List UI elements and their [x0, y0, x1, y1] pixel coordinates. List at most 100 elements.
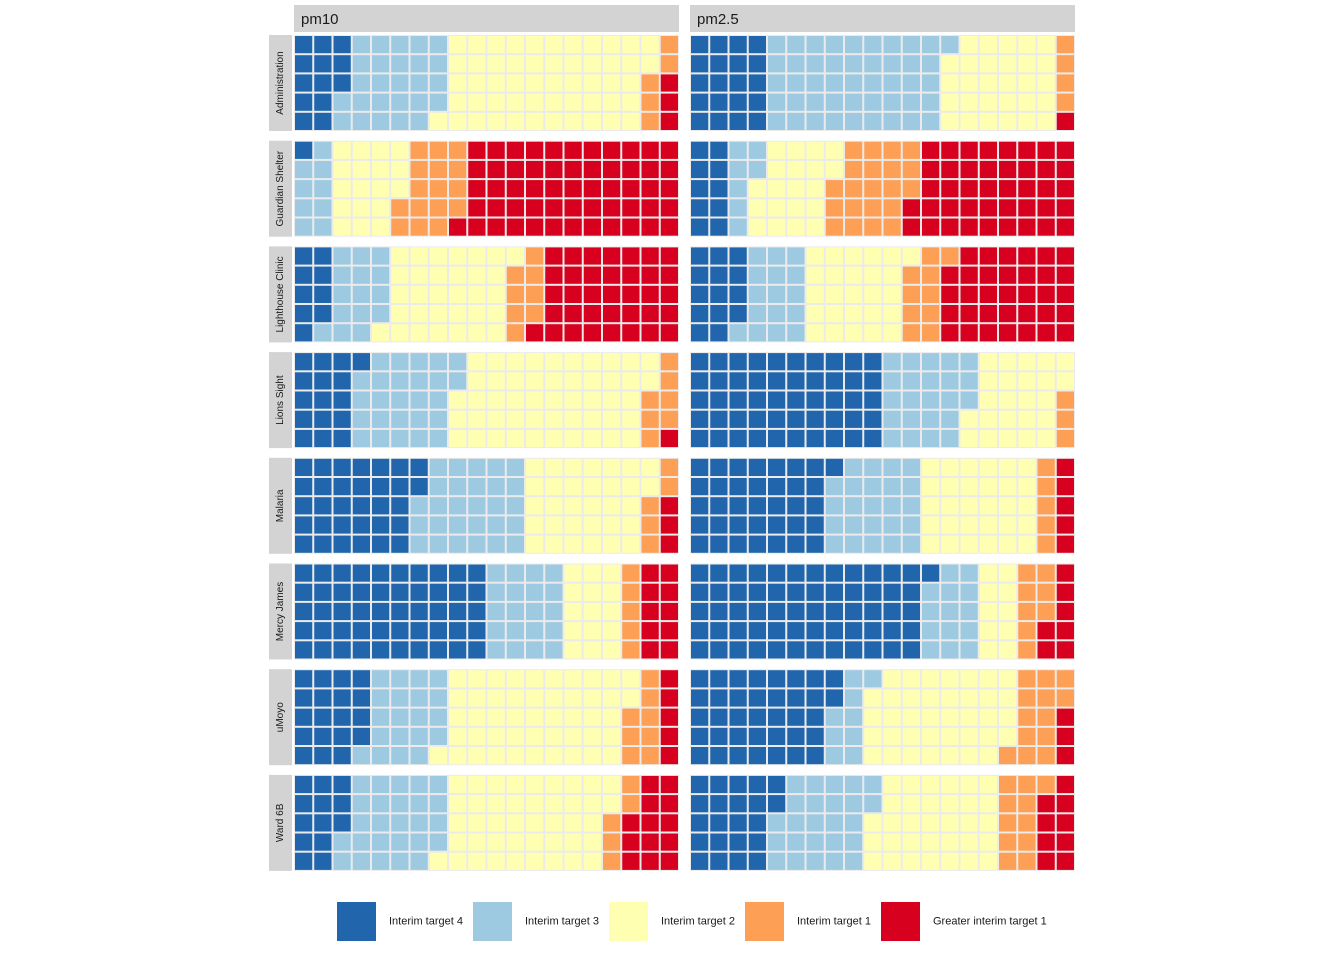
waffle-cell-interim-target-4 — [883, 602, 901, 621]
waffle-cell-interim-target-4 — [333, 583, 351, 601]
panel-pm10-ward-6b — [294, 774, 679, 871]
waffle-cell-interim-target-4 — [748, 852, 766, 870]
waffle-cell-interim-target-1 — [1056, 410, 1074, 428]
waffle-cell-interim-target-2 — [825, 160, 843, 179]
waffle-cell-greater-interim-target-1 — [622, 266, 640, 284]
waffle-cell-interim-target-2 — [391, 247, 409, 265]
waffle-cell-interim-target-4 — [295, 833, 313, 851]
waffle-cell-interim-target-1 — [391, 218, 409, 236]
waffle-cell-greater-interim-target-1 — [922, 141, 940, 159]
waffle-cell-greater-interim-target-1 — [941, 305, 959, 323]
waffle-cell-interim-target-4 — [710, 833, 728, 851]
waffle-cell-greater-interim-target-1 — [1037, 160, 1055, 179]
waffle-cell-interim-target-3 — [825, 852, 843, 870]
waffle-cell-interim-target-2 — [622, 670, 640, 688]
waffle-cell-interim-target-2 — [999, 727, 1017, 745]
waffle-cell-interim-target-4 — [333, 641, 351, 659]
waffle-cell-interim-target-1 — [641, 670, 659, 688]
waffle-cell-greater-interim-target-1 — [641, 852, 659, 870]
waffle-cell-interim-target-4 — [691, 833, 709, 851]
waffle-cell-interim-target-3 — [883, 497, 901, 515]
waffle-cell-greater-interim-target-1 — [660, 583, 678, 601]
waffle-cell-interim-target-4 — [410, 641, 428, 659]
waffle-cell-interim-target-2 — [999, 583, 1017, 601]
waffle-cell-greater-interim-target-1 — [979, 305, 997, 323]
waffle-cell-interim-target-4 — [729, 775, 747, 794]
waffle-cell-interim-target-2 — [564, 372, 582, 390]
waffle-cell-interim-target-3 — [372, 353, 390, 371]
waffle-cell-interim-target-2 — [487, 689, 505, 707]
waffle-cell-interim-target-3 — [391, 112, 409, 130]
waffle-cell-interim-target-2 — [603, 478, 621, 496]
waffle-cell-interim-target-1 — [641, 747, 659, 765]
waffle-cell-interim-target-2 — [1037, 36, 1055, 54]
waffle-cell-interim-target-3 — [787, 112, 805, 130]
waffle-cell-greater-interim-target-1 — [583, 141, 601, 159]
waffle-cell-interim-target-2 — [526, 478, 544, 496]
waffle-cell-interim-target-2 — [487, 429, 505, 448]
waffle-cell-interim-target-4 — [314, 458, 332, 476]
waffle-cell-interim-target-3 — [845, 74, 863, 92]
waffle-cell-interim-target-2 — [979, 516, 997, 534]
waffle-cell-interim-target-1 — [660, 410, 678, 428]
waffle-cell-interim-target-1 — [1056, 391, 1074, 409]
legend-key-greater-interim-target-1 — [881, 902, 920, 941]
waffle-cell-interim-target-2 — [979, 74, 997, 92]
waffle-cell-interim-target-2 — [583, 641, 601, 659]
waffle-cell-interim-target-4 — [729, 727, 747, 745]
row-strip-lions-sight — [269, 352, 292, 449]
waffle-cell-interim-target-3 — [487, 622, 505, 640]
waffle-cell-greater-interim-target-1 — [603, 180, 621, 198]
legend-label-greater-interim-target-1: Greater interim target 1 — [933, 915, 1047, 927]
waffle-cell-interim-target-2 — [979, 727, 997, 745]
waffle-cell-interim-target-3 — [864, 74, 882, 92]
waffle-cell-interim-target-4 — [845, 641, 863, 659]
waffle-cell-interim-target-3 — [372, 112, 390, 130]
waffle-cell-interim-target-2 — [622, 55, 640, 73]
waffle-cell-interim-target-4 — [825, 641, 843, 659]
waffle-cell-interim-target-2 — [391, 324, 409, 342]
waffle-cell-interim-target-2 — [748, 180, 766, 198]
waffle-cell-interim-target-2 — [979, 36, 997, 54]
waffle-cell-interim-target-4 — [729, 410, 747, 428]
waffle-cell-interim-target-2 — [999, 112, 1017, 130]
waffle-cell-interim-target-2 — [545, 814, 563, 832]
waffle-cell-interim-target-4 — [314, 852, 332, 870]
waffle-cell-greater-interim-target-1 — [564, 266, 582, 284]
waffle-cell-interim-target-3 — [806, 112, 824, 130]
waffle-cell-interim-target-1 — [622, 583, 640, 601]
waffle-cell-interim-target-4 — [410, 622, 428, 640]
waffle-cell-greater-interim-target-1 — [564, 199, 582, 217]
waffle-cell-interim-target-2 — [960, 814, 978, 832]
waffle-cell-greater-interim-target-1 — [1037, 285, 1055, 303]
waffle-cell-interim-target-1 — [603, 814, 621, 832]
waffle-cell-interim-target-1 — [641, 74, 659, 92]
waffle-cell-interim-target-4 — [333, 478, 351, 496]
waffle-cell-greater-interim-target-1 — [622, 814, 640, 832]
waffle-cell-greater-interim-target-1 — [468, 180, 486, 198]
waffle-cell-interim-target-4 — [691, 324, 709, 342]
waffle-cell-interim-target-4 — [691, 708, 709, 726]
waffle-cell-interim-target-1 — [1056, 55, 1074, 73]
waffle-cell-interim-target-1 — [1037, 478, 1055, 496]
waffle-cell-interim-target-3 — [825, 535, 843, 553]
waffle-cell-interim-target-1 — [410, 180, 428, 198]
waffle-cell-greater-interim-target-1 — [960, 266, 978, 284]
waffle-cell-interim-target-3 — [429, 689, 447, 707]
waffle-cell-interim-target-1 — [641, 727, 659, 745]
waffle-cell-interim-target-3 — [352, 55, 370, 73]
waffle-cell-interim-target-4 — [787, 353, 805, 371]
waffle-cell-interim-target-2 — [583, 391, 601, 409]
waffle-cell-greater-interim-target-1 — [1018, 199, 1036, 217]
waffle-cell-interim-target-3 — [922, 602, 940, 621]
waffle-cell-greater-interim-target-1 — [641, 266, 659, 284]
waffle-cell-interim-target-3 — [806, 795, 824, 813]
waffle-cell-interim-target-2 — [999, 497, 1017, 515]
waffle-cell-interim-target-2 — [603, 622, 621, 640]
waffle-cell-interim-target-2 — [603, 641, 621, 659]
waffle-cell-interim-target-3 — [768, 93, 786, 111]
row-label-lions-sight: Lions Sight — [275, 375, 286, 425]
waffle-cell-interim-target-2 — [583, 410, 601, 428]
waffle-cell-interim-target-4 — [314, 74, 332, 92]
waffle-cell-interim-target-4 — [864, 583, 882, 601]
